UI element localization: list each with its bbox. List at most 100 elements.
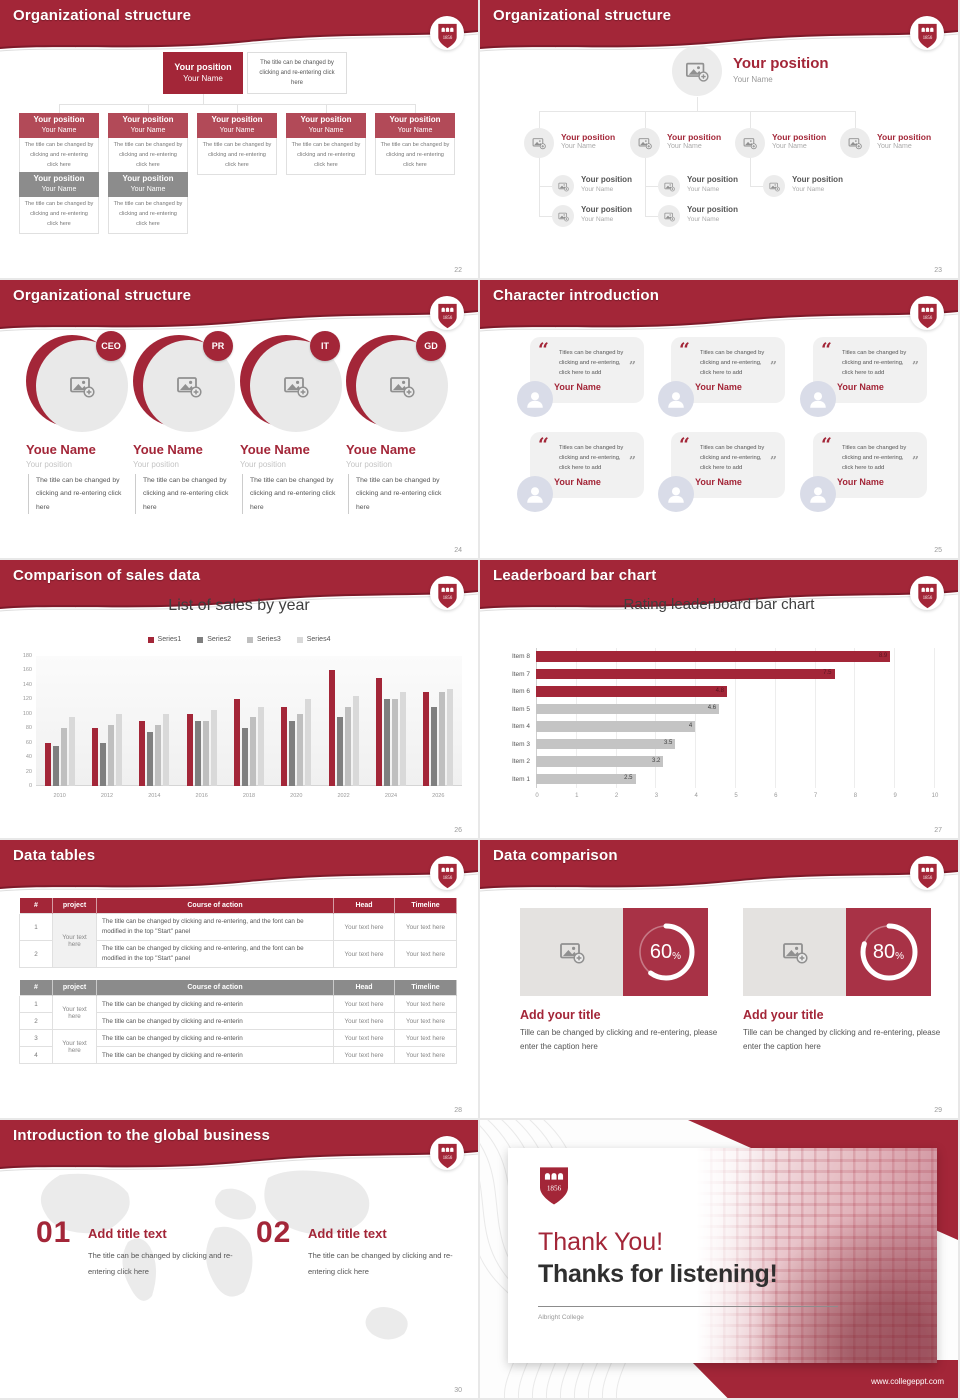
- y-axis-tick-label: 60: [25, 739, 32, 746]
- person-icon: [668, 487, 684, 503]
- image-placeholder-icon: [663, 182, 675, 191]
- bar-series2: [289, 721, 296, 786]
- org-node-caption: The title can be changed by clicking and…: [19, 138, 99, 175]
- chart-legend: Series1 Series2 Series3 Series4: [0, 636, 478, 643]
- cell-action: The title can be changed by clicking and…: [96, 1046, 334, 1064]
- category-group: 2026: [415, 656, 462, 799]
- footer-url[interactable]: www.collegeppt.com: [871, 1377, 944, 1386]
- header-band: [480, 840, 958, 892]
- profile-avatar-group[interactable]: IT: [240, 331, 344, 435]
- avatar-person: [800, 476, 836, 512]
- connector-line: [539, 111, 540, 128]
- profile-name: Youe Name: [346, 442, 416, 457]
- x-axis-tick-label: 0: [535, 793, 539, 799]
- profile-avatar-group[interactable]: CEO: [26, 331, 130, 435]
- slide-26-comparison-of-sales-data[interactable]: Comparison of sales data 1856 List of sa…: [0, 560, 480, 840]
- connector-line: [148, 104, 149, 113]
- org-node[interactable]: Your position Your Name The title can be c…: [108, 113, 188, 175]
- page-number: 22: [454, 267, 462, 274]
- avatar-circle-root: [672, 46, 722, 96]
- shield-1856-icon: 1856: [438, 583, 457, 609]
- org-node-header: Your position Your Name: [286, 113, 366, 139]
- org-root-caption[interactable]: The title can be changed by clicking and…: [247, 52, 347, 94]
- category-group: 2010: [36, 656, 83, 799]
- data-table-gray[interactable]: # project Course of action Head Timeline 1 You…: [19, 980, 457, 1064]
- quote-text: Titles can be changed by clicking and re…: [842, 445, 907, 472]
- quote-text: Titles can be changed by clicking and re…: [559, 350, 624, 377]
- cell-timeline: Your text here: [394, 1029, 457, 1047]
- org-node[interactable]: Your position Your Name The title can be c…: [286, 113, 366, 175]
- column-header: Course of action: [96, 980, 334, 996]
- donut-chart: [860, 923, 917, 981]
- org-root-box[interactable]: Your position Your Name: [163, 52, 243, 94]
- category-group: 2016: [178, 656, 225, 799]
- bar-series1: [423, 692, 430, 786]
- slide-29-data-comparison[interactable]: Data comparison 1856 60% Add your title Ti…: [480, 840, 960, 1120]
- table-header-row: # project Course of action Head Timeline: [19, 980, 457, 996]
- slide-28-data-tables[interactable]: Data tables 1856 # project Course of actio…: [0, 840, 480, 1120]
- profile-caption: The title can be changed by clicking and…: [28, 474, 122, 514]
- cell-project: Your text here: [52, 995, 97, 1030]
- bar-series4: [68, 717, 75, 786]
- image-placeholder-icon: [70, 377, 95, 398]
- org-node[interactable]: Your position Your Name The title can be c…: [375, 113, 455, 175]
- slide-27-leaderboard-bar-chart[interactable]: Leaderboard bar chart 1856 Rating leader…: [480, 560, 960, 840]
- avatar-person: [658, 381, 694, 417]
- cell-number: 2: [19, 1012, 53, 1030]
- org-node[interactable]: Your position Your Name The title can be c…: [19, 113, 99, 175]
- node-name: Your Name: [772, 143, 807, 150]
- bar-series3: [202, 721, 209, 786]
- quote-card[interactable]: “ Titles can be changed by clicking and r…: [813, 432, 927, 498]
- org-node[interactable]: Your position Your Name The title can be c…: [19, 172, 99, 234]
- slide-25-character-introduction[interactable]: Character introduction 1856 “ Titles can …: [480, 280, 960, 560]
- x-axis-tick-label: 9: [893, 793, 897, 799]
- profile-role: Your position: [346, 460, 392, 469]
- page-number: 25: [934, 547, 942, 554]
- gridline: [655, 648, 657, 788]
- image-placeholder-icon: [848, 138, 862, 150]
- slide-22-organizational-structure[interactable]: Organizational structure 1856 Your posit…: [0, 0, 480, 280]
- profile-name: Youe Name: [133, 442, 203, 457]
- image-placeholder-box: [743, 908, 846, 996]
- cell-head: Your text here: [333, 940, 395, 968]
- profile-caption: The title can be changed by clicking and…: [135, 474, 229, 514]
- slide-29-content: 60% Add your title Tille can be changed by…: [480, 840, 958, 1118]
- gridline: [575, 648, 577, 788]
- slide-23-organizational-structure[interactable]: Organizational structure 1856 Your posit…: [480, 0, 960, 280]
- campus-building-photo: [696, 1148, 937, 1363]
- quote-text: Titles can be changed by clicking and re…: [700, 350, 765, 377]
- quote-card[interactable]: “ Titles can be changed by clicking and r…: [671, 432, 785, 498]
- node-name: Your Name: [581, 216, 614, 223]
- node-position: Your position: [687, 175, 738, 184]
- close-quote-mark: ”: [770, 359, 777, 373]
- slide-24-organizational-structure[interactable]: Organizational structure 1856 CEO Youe Na…: [0, 280, 480, 560]
- profile-avatar-group[interactable]: GD: [346, 331, 450, 435]
- org-root-name: Your Name: [183, 73, 223, 83]
- bar-series4: [163, 713, 170, 786]
- data-table-red[interactable]: # project Course of action Head Timeline 1 You…: [19, 898, 457, 968]
- cell-number: 2: [19, 940, 53, 968]
- image-placeholder-icon: [782, 943, 808, 964]
- open-quote-mark: “: [538, 434, 549, 456]
- svg-text:1856: 1856: [923, 876, 933, 881]
- connector-line: [539, 216, 552, 217]
- page-number: 27: [934, 827, 942, 834]
- shield-1856-icon: 1856: [438, 863, 457, 889]
- column-header: Course of action: [96, 898, 334, 914]
- org-node-position: Your position: [122, 115, 174, 124]
- org-node-caption: The title can be changed by clicking and…: [108, 197, 188, 234]
- org-node[interactable]: Your position Your Name The title can be c…: [108, 172, 188, 234]
- connector-line: [750, 186, 763, 187]
- slide-31-thank-you[interactable]: www.collegeppt.com 1856 Thank You! Thank…: [480, 1120, 960, 1400]
- grouped-bar-chart: List of sales by year Series1 Series2 Serie…: [0, 560, 478, 838]
- bar-series1: [139, 721, 146, 786]
- connector-line: [539, 158, 540, 216]
- cell-head: Your text here: [333, 995, 395, 1013]
- item-caption: The title can be changed by clicking and…: [88, 1251, 233, 1276]
- org-node[interactable]: Your position Your Name The title can be c…: [197, 113, 277, 175]
- slide-30-introduction-global-business[interactable]: Introduction to the global business 1856…: [0, 1120, 480, 1400]
- svg-text:1856: 1856: [923, 596, 933, 601]
- profile-avatar-group[interactable]: PR: [133, 331, 237, 435]
- badge-shield: 1856: [437, 23, 458, 54]
- thank-you-card: 1856 Thank You! Thanks for listening! Al…: [508, 1148, 937, 1363]
